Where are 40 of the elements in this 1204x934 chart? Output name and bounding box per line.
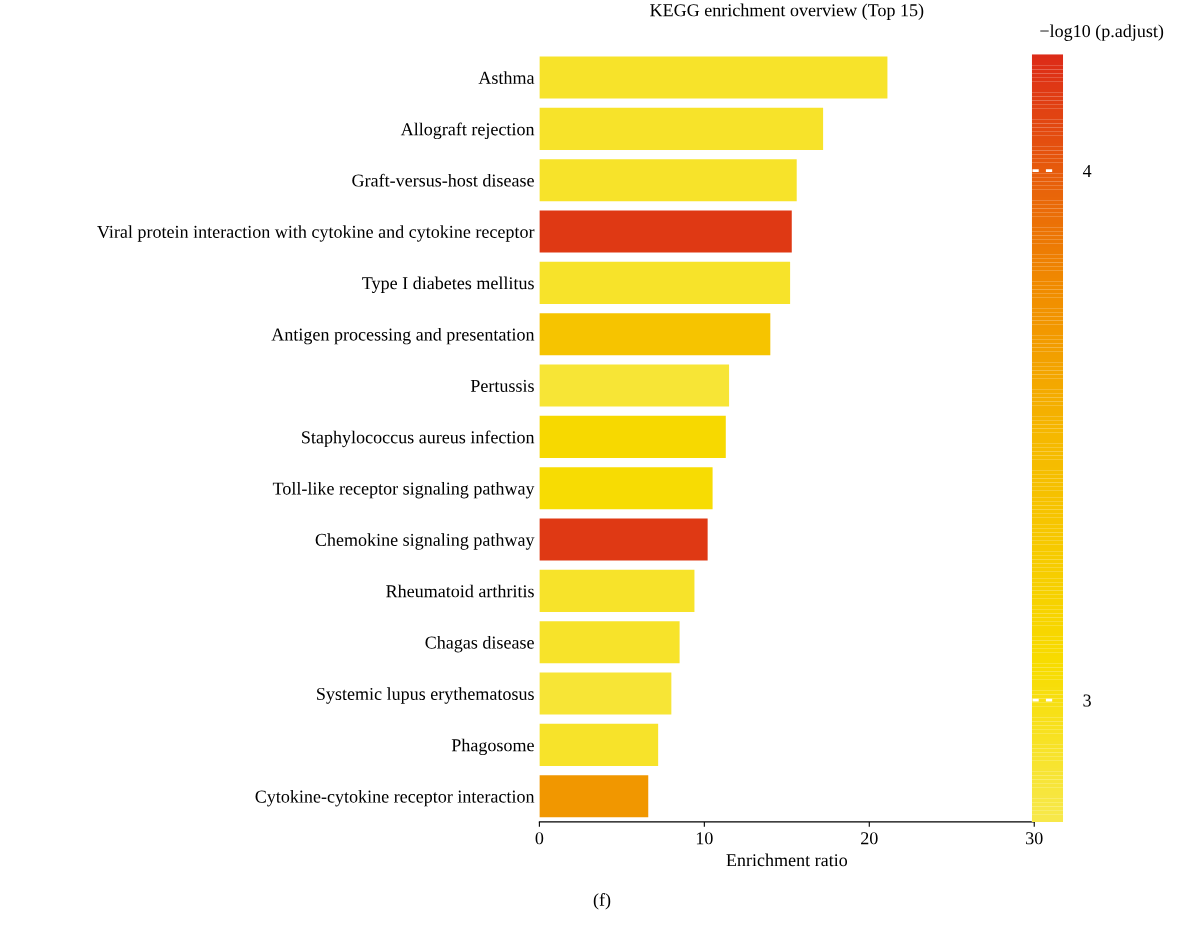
bar	[539, 107, 824, 150]
y-tick-label: Toll-like receptor signaling pathway	[272, 481, 535, 499]
y-tick-label: Staphylococcus aureus infection	[302, 430, 535, 448]
bar	[539, 159, 797, 202]
x-tick-label: 20	[861, 832, 878, 845]
bar	[539, 723, 659, 766]
bar	[539, 415, 726, 458]
bar	[539, 313, 771, 356]
bar	[539, 56, 888, 99]
y-tick-label: Chemokine signaling pathway	[315, 533, 535, 550]
y-tick-label: Cytokine-cytokine receptor interaction	[255, 789, 535, 807]
y-tick-label: Type I diabetes mellitus	[362, 276, 534, 294]
y-tick-label: Pertussis	[470, 379, 534, 392]
bar	[539, 621, 680, 664]
bar	[539, 210, 792, 253]
y-tick-label: Systemic lupus erythematosus	[317, 687, 534, 704]
chart-title: KEGG enrichment overview (Top 15)	[650, 3, 924, 20]
color-bar-label: 3	[1083, 694, 1091, 707]
y-tick-label: Viral protein interaction with cytokine and cytokine receptor	[97, 225, 535, 242]
y-tick-label: Allograft rejection	[400, 122, 535, 140]
bar	[539, 775, 649, 818]
x-axis-title: Enrichment ratio	[726, 853, 848, 867]
y-tick-label: Chagas disease	[425, 635, 534, 653]
color-bar-label: 4	[1082, 165, 1092, 177]
x-tick-label: 0	[535, 832, 544, 845]
y-tick-label: Antigen processing and presentation	[271, 327, 535, 345]
bar	[539, 672, 672, 715]
bar	[539, 261, 791, 304]
bar	[539, 364, 730, 407]
x-tick-label: 10	[696, 832, 713, 845]
y-tick-label: Rheumatoid arthritis	[386, 584, 534, 598]
bar	[539, 467, 713, 510]
text: (f)	[593, 893, 611, 910]
y-tick-label: Phagosome	[451, 738, 534, 756]
bar	[539, 569, 695, 612]
bar	[539, 518, 708, 561]
y-tick-label: Graft-versus-host disease	[352, 173, 534, 187]
color-bar-title: −log10 (p.adjust)	[1040, 24, 1164, 41]
y-tick-label: Asthma	[478, 71, 535, 84]
x-tick-label: 30	[1026, 832, 1043, 845]
